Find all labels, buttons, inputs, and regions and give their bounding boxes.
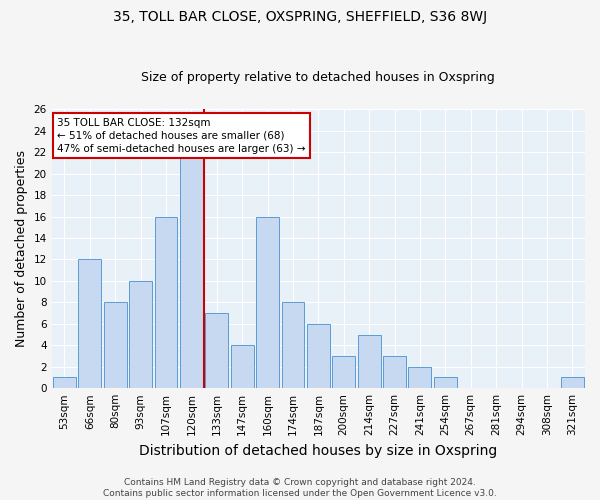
Bar: [79, 260, 101, 388]
Title: Size of property relative to detached houses in Oxspring: Size of property relative to detached ho…: [142, 72, 495, 85]
Bar: [434, 378, 457, 388]
Bar: [205, 313, 228, 388]
Bar: [104, 302, 127, 388]
Bar: [231, 346, 254, 388]
Y-axis label: Number of detached properties: Number of detached properties: [15, 150, 28, 347]
Bar: [409, 366, 431, 388]
Bar: [561, 378, 584, 388]
Bar: [358, 334, 380, 388]
Text: Contains HM Land Registry data © Crown copyright and database right 2024.
Contai: Contains HM Land Registry data © Crown c…: [103, 478, 497, 498]
Bar: [281, 302, 304, 388]
Bar: [307, 324, 330, 388]
Bar: [256, 216, 279, 388]
Bar: [383, 356, 406, 388]
X-axis label: Distribution of detached houses by size in Oxspring: Distribution of detached houses by size …: [139, 444, 497, 458]
Bar: [53, 378, 76, 388]
Bar: [129, 281, 152, 388]
Bar: [180, 120, 203, 388]
Text: 35 TOLL BAR CLOSE: 132sqm
← 51% of detached houses are smaller (68)
47% of semi-: 35 TOLL BAR CLOSE: 132sqm ← 51% of detac…: [57, 118, 305, 154]
Text: 35, TOLL BAR CLOSE, OXSPRING, SHEFFIELD, S36 8WJ: 35, TOLL BAR CLOSE, OXSPRING, SHEFFIELD,…: [113, 10, 487, 24]
Bar: [332, 356, 355, 388]
Bar: [155, 216, 178, 388]
